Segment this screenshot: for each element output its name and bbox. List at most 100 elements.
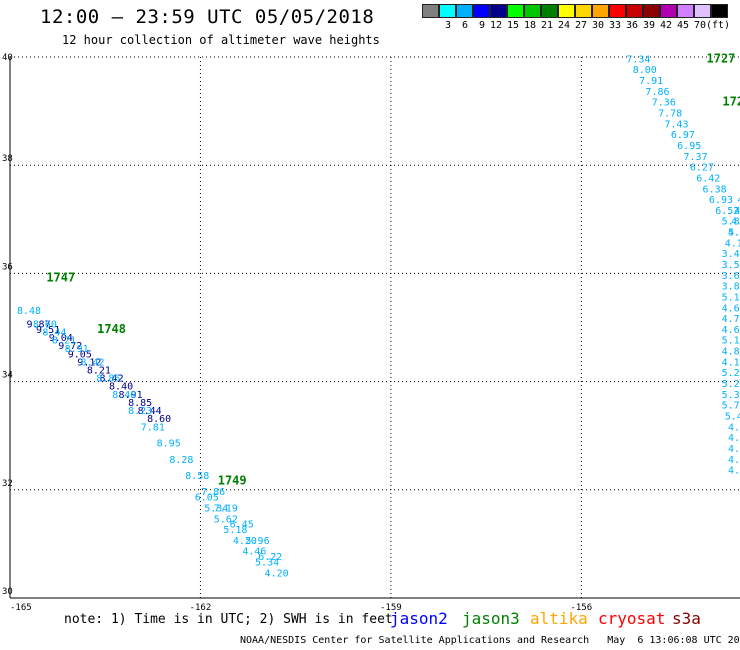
data-point-label: 8.28 bbox=[169, 455, 193, 466]
data-point-label: 8.40 bbox=[112, 390, 136, 401]
data-point-label: 4.17 bbox=[722, 357, 740, 368]
data-point-label: 9.04 bbox=[49, 333, 73, 344]
colorbar-swatch bbox=[524, 4, 541, 18]
data-point-label: 7.81 bbox=[141, 422, 165, 433]
data-point-label: 8.44 bbox=[42, 328, 66, 339]
data-point-label: 4.06 bbox=[734, 206, 740, 217]
data-point-label: 7.78 bbox=[658, 109, 682, 120]
data-point-label: 6.97 bbox=[671, 130, 695, 141]
data-point-label: 5.85 bbox=[722, 217, 740, 228]
data-point-label: 5.40 bbox=[725, 411, 740, 422]
data-point-label: 8.44 bbox=[138, 406, 162, 417]
data-point-label: 8.21 bbox=[87, 365, 111, 376]
legend-jason3: jason3 bbox=[462, 609, 520, 628]
colorbar bbox=[422, 4, 728, 18]
data-point-label: 3.46 bbox=[722, 249, 740, 260]
colorbar-label: 12 bbox=[489, 20, 502, 31]
colorbar-swatch bbox=[541, 4, 558, 18]
data-point-label: 7.86 bbox=[201, 487, 225, 498]
data-point-label: 9.87 bbox=[27, 320, 51, 331]
colorbar-swatch bbox=[626, 4, 643, 18]
colorbar-label: 36 bbox=[625, 20, 638, 31]
colorbar-label: 45 bbox=[676, 20, 689, 31]
data-point-label: 4.23 bbox=[728, 433, 740, 444]
chart-subtitle: 12 hour collection of altimeter wave hei… bbox=[62, 33, 380, 47]
x-tick-label: -159 bbox=[380, 603, 402, 613]
data-point-label: 8.21 bbox=[52, 336, 76, 347]
colorbar-swatch bbox=[660, 4, 677, 18]
data-point-label: 4.67 bbox=[728, 444, 740, 455]
data-point-label: 6.45 bbox=[230, 520, 254, 531]
data-point-label: 4.76 bbox=[722, 314, 740, 325]
legend-s3a: s3a bbox=[672, 609, 701, 628]
data-point-label: 3.81 bbox=[722, 282, 740, 293]
y-tick-label: 38 bbox=[2, 154, 13, 164]
data-point-label: 6.95 bbox=[677, 141, 701, 152]
data-point-label: 7.37 bbox=[684, 152, 708, 163]
data-point-label: 8.23 bbox=[128, 406, 152, 417]
data-point-label: 4.79 bbox=[728, 466, 740, 477]
colorbar-swatch bbox=[456, 4, 473, 18]
colorbar-swatch bbox=[507, 4, 524, 18]
data-point-label: 6.27 bbox=[690, 163, 714, 174]
colorbar-swatch bbox=[643, 4, 660, 18]
colorbar-label: 9 bbox=[478, 20, 485, 31]
data-point-label: 4.65 bbox=[728, 422, 740, 433]
colorbar-label: 42 bbox=[659, 20, 672, 31]
data-point-label: 8.85 bbox=[128, 398, 152, 409]
data-point-label: 4.60 bbox=[728, 455, 740, 466]
colorbar-label: 39 bbox=[642, 20, 655, 31]
data-point-label: 9.05 bbox=[68, 349, 92, 360]
track-time-label: 1747 bbox=[46, 271, 75, 285]
data-point-label: 5.74 bbox=[722, 401, 740, 412]
data-point-label: 3.56 bbox=[722, 260, 740, 271]
y-tick-label: 32 bbox=[2, 479, 13, 489]
x-tick-label: -165 bbox=[10, 603, 32, 613]
data-point-label: 4.67 bbox=[722, 303, 740, 314]
track-time-label: 1728 bbox=[722, 95, 740, 109]
data-point-label: 6.05 bbox=[195, 493, 219, 504]
data-point-label: 4.20 bbox=[233, 536, 257, 547]
legend-jason2: jason2 bbox=[390, 609, 448, 628]
data-point-label: 5.62 bbox=[214, 514, 238, 525]
data-point-label: 8.95 bbox=[157, 439, 181, 450]
data-point-label: 5.33 bbox=[722, 390, 740, 401]
data-point-label: 4.20 bbox=[265, 568, 289, 579]
data-point-label: 6.52 bbox=[715, 206, 739, 217]
data-point-label: 6.42 bbox=[696, 173, 720, 184]
data-point-label: 7.19 bbox=[214, 503, 238, 514]
colorbar-label: 24 bbox=[557, 20, 570, 31]
chart-title: 12:00 — 23:59 UTC 05/05/2018 bbox=[40, 6, 375, 28]
data-point-label: 8.91 bbox=[119, 390, 143, 401]
data-point-label: 5.33 bbox=[728, 228, 740, 239]
data-point-label: 9.51 bbox=[36, 325, 60, 336]
data-point-label: 8.00 bbox=[633, 65, 657, 76]
colorbar-label: 15 bbox=[506, 20, 519, 31]
track-time-label: 1727 bbox=[707, 51, 736, 65]
data-point-label: 5.18 bbox=[223, 525, 247, 536]
data-point-label: 7.36 bbox=[652, 98, 676, 109]
data-point-label: 8.60 bbox=[147, 414, 171, 425]
data-point-label: 7.34 bbox=[626, 54, 650, 65]
colorbar-swatch bbox=[473, 4, 490, 18]
track-time-label: 1748 bbox=[97, 322, 126, 336]
colorbar-label: (ft) bbox=[706, 20, 731, 31]
data-point-label: 6.22 bbox=[258, 552, 282, 563]
footer-note: note: 1) Time is in UTC; 2) SWH is in fe… bbox=[64, 612, 393, 627]
data-point-label: 8.85 bbox=[96, 374, 120, 385]
colorbar-label: 33 bbox=[608, 20, 621, 31]
data-point-label: 5.34 bbox=[204, 503, 228, 514]
data-point-label: 8.58 bbox=[185, 471, 209, 482]
data-point-label: 5.12 bbox=[722, 292, 740, 303]
colorbar-swatch bbox=[711, 4, 728, 18]
data-point-label: 6.38 bbox=[703, 184, 727, 195]
colorbar-labels: 3 6 9 12 15 18 21 24 27 30 33 36 39 42 45 70 (ft) bbox=[422, 20, 740, 34]
data-point-label: 8.48 bbox=[17, 306, 41, 317]
colorbar-swatch bbox=[490, 4, 507, 18]
data-point-label: 4.37 bbox=[737, 195, 740, 206]
data-point-label: 3.64 bbox=[722, 271, 740, 282]
data-point-label: 4.67 bbox=[722, 325, 740, 336]
data-point-label: 8.40 bbox=[109, 382, 133, 393]
data-point-label: 5.96 bbox=[246, 536, 270, 547]
data-point-label: 4.16 bbox=[725, 238, 740, 249]
